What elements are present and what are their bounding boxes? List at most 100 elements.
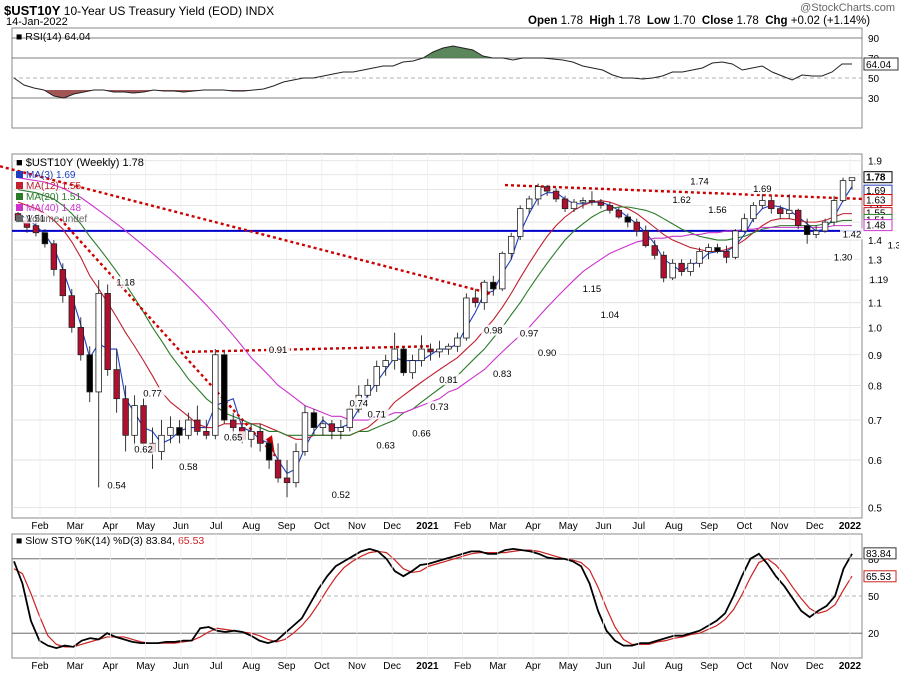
price-annotation: 1.62 [672,195,691,206]
ticker-symbol: $UST10Y 10-Year US Treasury Yield (EOD) … [4,3,275,18]
candle-body [687,262,694,272]
candle-body [95,292,102,393]
price-annotation: 1.04 [601,310,620,321]
right-value-box [863,194,893,207]
x-tick-label: Mar [67,661,85,672]
x-tick-label: 2022 [839,521,862,532]
x-tick-label: Aug [242,521,260,532]
x-tick-label: Sep [278,661,296,672]
price-annotation: 0.98 [484,326,503,337]
candle-body [472,297,479,304]
candle-body [642,230,649,247]
chart-date: 14-Jan-2022 [6,16,68,28]
x-tick-label: Apr [525,521,541,532]
trendline-down-long [0,165,491,295]
price-annotation-bg [669,194,694,206]
price-tick-label: 1.9 [868,157,882,168]
candle-body [543,186,551,192]
candle-body [561,198,569,210]
x-tick-label: Aug [665,521,683,532]
stochastic-panel: 80 50 20 ■ Slow STO %K(14) %D(3) 83.84, 65.… [11,533,897,672]
x-tick-label: Jun [595,521,611,532]
price-annotation-bg [23,212,48,224]
x-tick-label: Jul [210,521,223,532]
price-annotation-bg [884,239,899,251]
price-annotation-bg [346,397,371,409]
x-tick-label: Apr [103,661,119,672]
right-value-box [863,171,893,184]
x-tick-label: Mar [489,521,507,532]
candle-body [660,254,667,279]
price-annotation-bg [481,324,506,336]
price-annotation-bg [266,343,291,355]
x-tick-label: Oct [737,521,753,532]
candle-body [812,230,820,235]
price-annotation: 0.97 [520,328,539,339]
candle-body [723,251,730,258]
ma12-line [17,199,852,440]
price-annotation-bg [131,443,156,455]
candle-body [131,405,138,436]
price-annotation: 1.56 [708,205,727,216]
candle-body [445,345,452,350]
legend-swatch [16,193,23,200]
price-tick-label: 1.4 [868,236,882,247]
x-tick-label: Jul [632,661,645,672]
ma20-line [17,189,852,436]
price-annotation: 1.74 [690,177,709,188]
candle-body [508,235,515,254]
x-tick-label: May [136,521,155,532]
legend-entry: MA(40) 1.48 [26,203,81,214]
price-tick-label: 1.0 [868,323,882,334]
price-annotation-bg [517,327,542,339]
candle-body [786,209,793,215]
price-tick-label: 1.1 [868,299,882,310]
price-annotation-bg [597,309,622,321]
candle-body [516,208,524,237]
x-tick-label: 2021 [416,521,439,532]
candle-body [409,360,416,374]
candle-body [400,348,407,374]
price-annotation: 0.58 [179,462,198,473]
rsi-current-label: 64.04 [866,60,891,71]
legend-entry: MA(3) 1.69 [26,170,76,181]
price-annotation: 1.51 [27,213,46,224]
candle-body [310,412,318,428]
candle-body [732,230,739,258]
rsi-tick-label: 90 [868,34,880,45]
x-tick-label: Aug [665,661,683,672]
candle-body [633,221,640,232]
x-tick-label: May [559,521,578,532]
candle-body [499,252,506,290]
candle-body [337,427,345,432]
price-annotation-bg [535,346,560,358]
price-annotation-bg [364,408,389,420]
price-annotation: 1.18 [116,277,135,288]
right-value-label: 1.78 [866,173,886,184]
candle-body [77,327,84,356]
price-tick-label: 0.8 [868,381,882,392]
candle-body [283,477,291,484]
x-tick-label: 2022 [839,661,862,672]
price-annotation-bg [176,460,201,472]
x-tick-label: Feb [31,661,49,672]
candle-body [230,419,237,428]
candle-body [741,218,748,232]
price-annotation: 1.30 [834,252,853,263]
price-annotation: 1.42 [843,229,862,240]
candle-body [176,427,183,436]
candle-body [373,366,380,386]
candle-body [418,348,425,362]
candle-body [481,281,488,304]
price-annotation: 0.90 [538,348,557,359]
x-tick-label: Oct [314,521,330,532]
x-tick-label: Nov [771,661,789,672]
candle-body [714,247,721,252]
price-annotation: 0.66 [412,428,431,439]
x-tick-label: Jul [210,661,223,672]
price-annotation-bg [427,401,452,413]
rsi-line [13,45,852,99]
price-tick-label: 0.5 [868,503,882,514]
candle-body [615,209,623,218]
candle-body [552,190,560,200]
